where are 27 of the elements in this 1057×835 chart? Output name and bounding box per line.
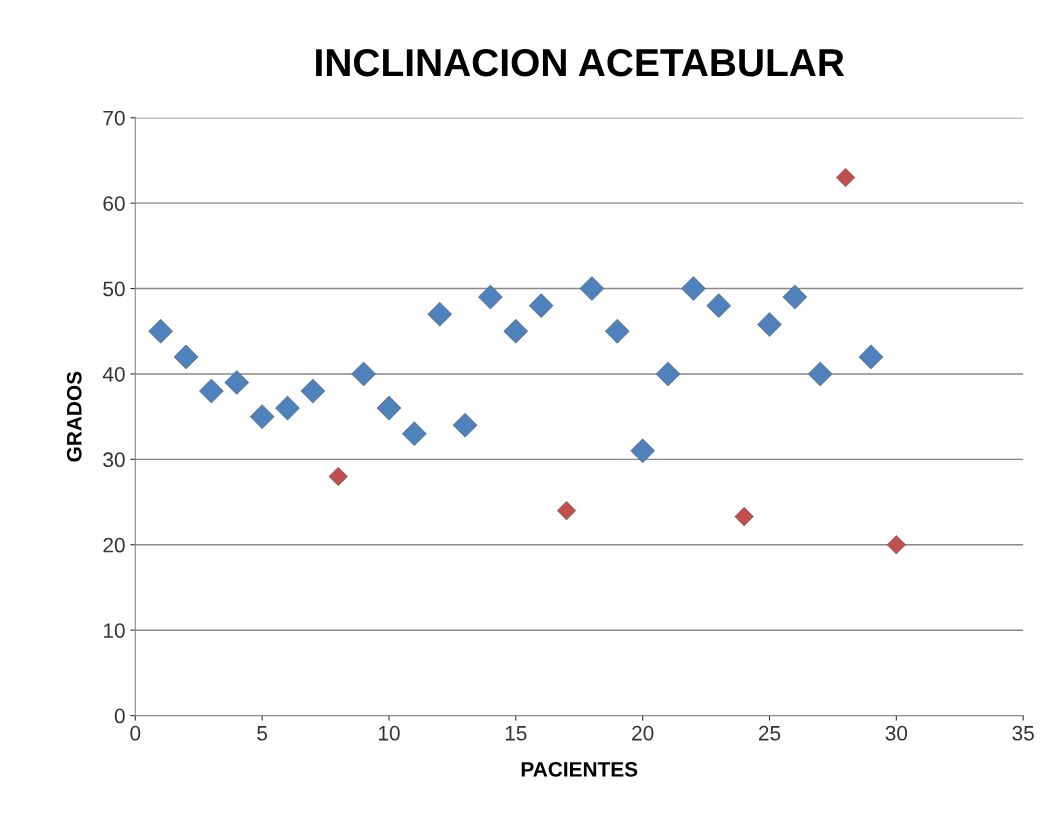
point: [604, 318, 630, 344]
x-tick-label: 15: [505, 726, 527, 741]
point: [224, 370, 250, 395]
y-tick-label: 40: [102, 366, 125, 382]
point: [148, 318, 173, 344]
point: [452, 412, 478, 438]
x-tick-label: 20: [632, 725, 654, 741]
x-tick-label: 5: [257, 726, 268, 741]
x-tick-label: 35: [1012, 725, 1034, 741]
x-axis-title: PACIENTES: [521, 761, 638, 777]
y-tick-label: 50: [103, 281, 125, 297]
point: [402, 421, 427, 447]
point: [275, 395, 300, 421]
y-tick-label: 60: [103, 196, 125, 211]
y-tick-label: 70: [103, 110, 125, 126]
x-tick-label: 0: [130, 725, 141, 741]
y-tick-label: 0: [114, 708, 125, 724]
y-tick-label: 10: [103, 623, 125, 638]
x-tick-label: 30: [885, 725, 908, 741]
x-tick-label: 10: [378, 725, 400, 741]
y-tick-label: 20: [103, 537, 125, 553]
y-tick-label: 30: [103, 452, 125, 468]
point: [528, 293, 554, 318]
y-axis-title: GRADOS: [66, 371, 82, 462]
point: [478, 284, 503, 310]
x-tick-label: 25: [758, 725, 781, 741]
chart-title: INCLINACION ACETABULAR: [316, 48, 845, 77]
